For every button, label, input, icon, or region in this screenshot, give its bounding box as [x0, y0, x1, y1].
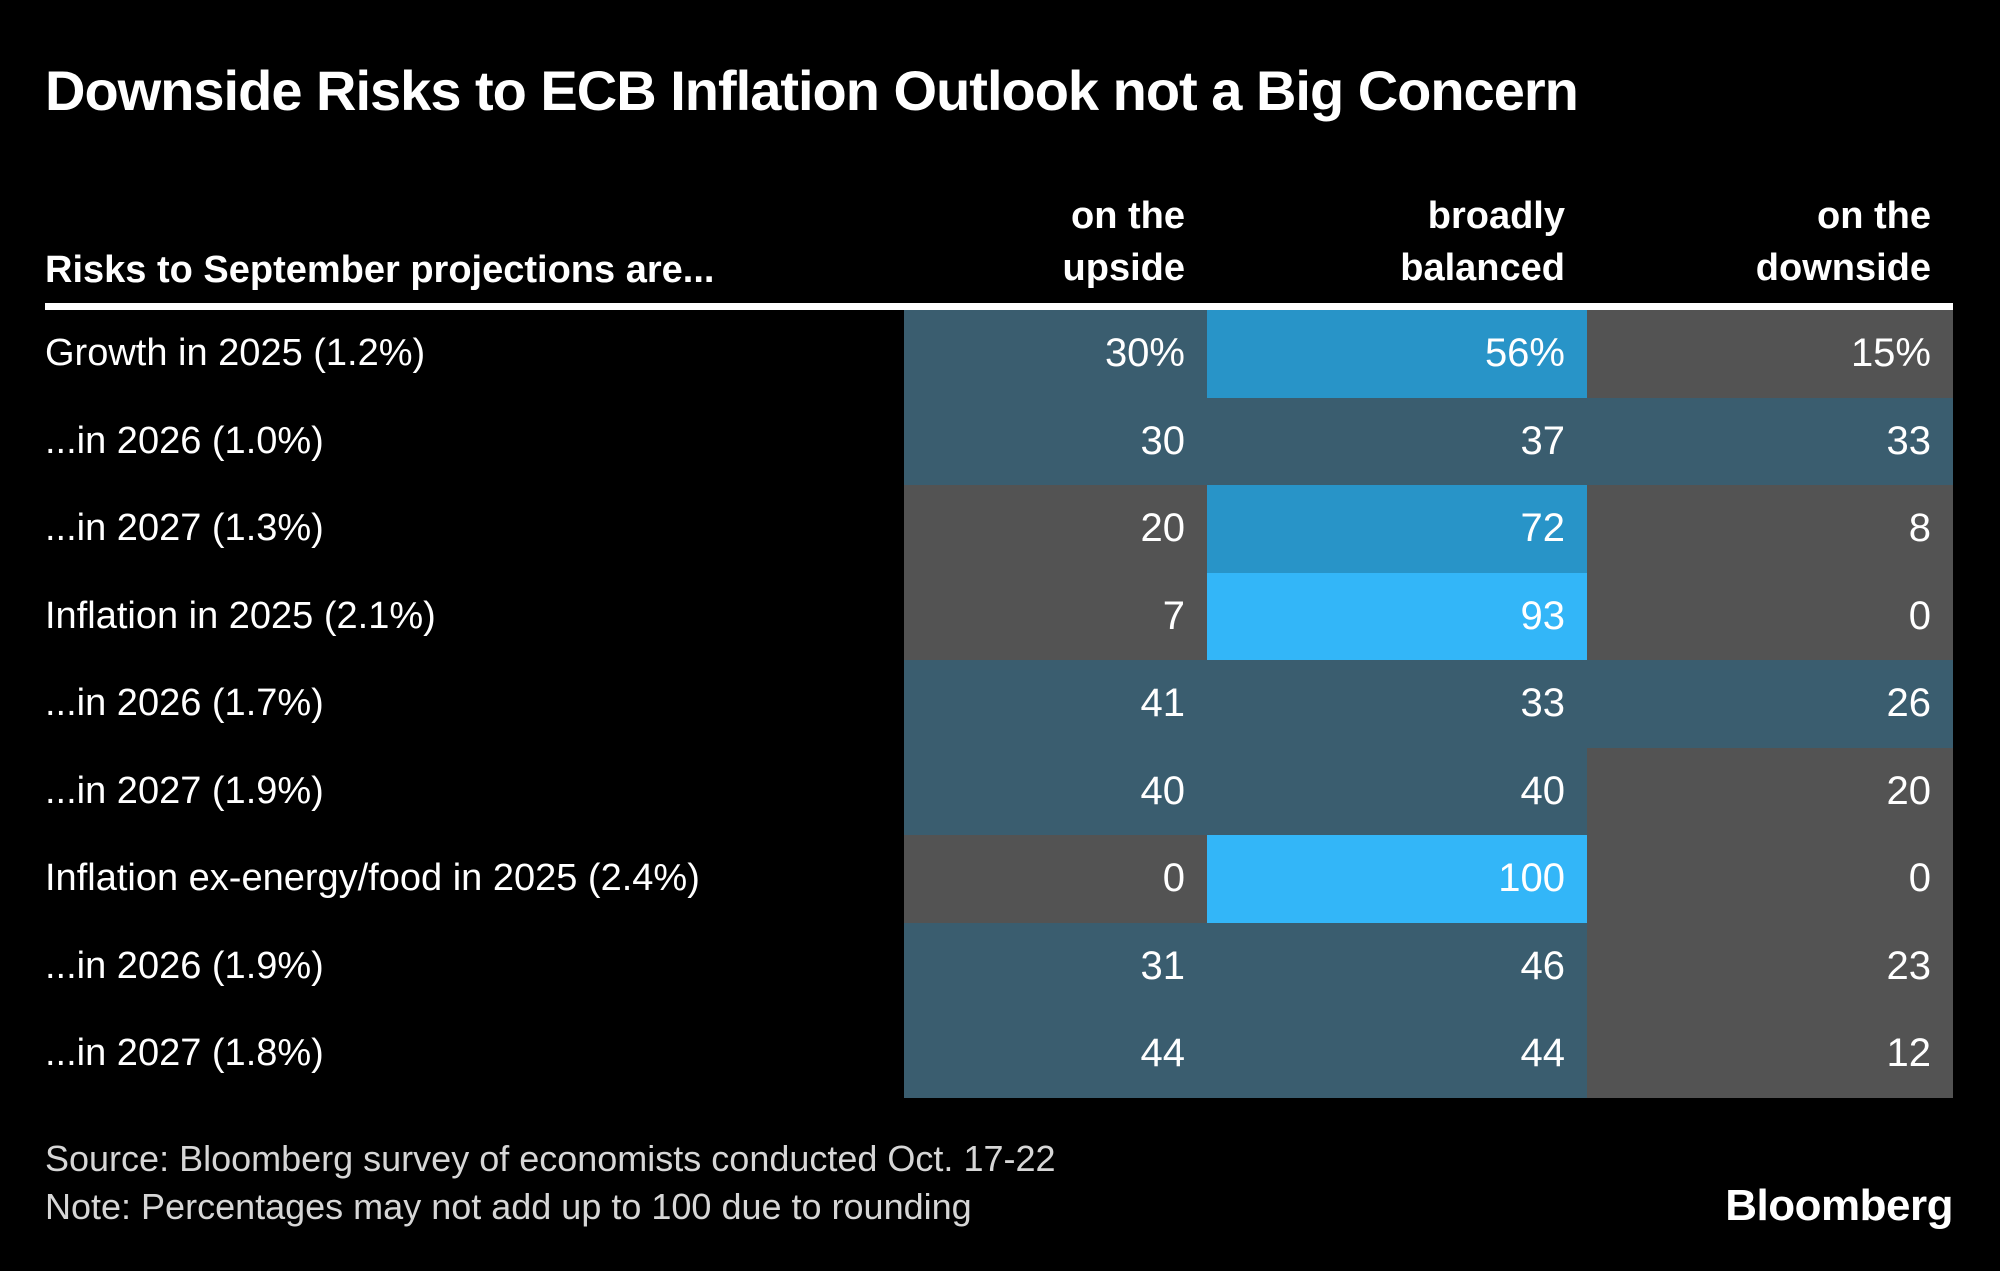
- heatmap-cell: 41: [904, 660, 1207, 748]
- row-label: ...in 2027 (1.9%): [45, 769, 324, 812]
- header-divider-rule: [45, 303, 1953, 310]
- heatmap-cell: 23: [1587, 922, 1953, 1010]
- heatmap-cell: 33: [1587, 397, 1953, 485]
- heatmap-cell: 44: [1207, 1010, 1587, 1098]
- heatmap-cell: 30%: [904, 310, 1207, 398]
- row-label: Inflation in 2025 (2.1%): [45, 594, 436, 637]
- row-label: ...in 2027 (1.3%): [45, 507, 324, 550]
- heatmap-cell: 46: [1207, 922, 1587, 1010]
- column-header-downside-line1: on the: [1817, 195, 1931, 237]
- row-label: Growth in 2025 (1.2%): [45, 332, 426, 375]
- heatmap-cell: 31: [904, 922, 1207, 1010]
- heatmap-cell: 56%: [1207, 310, 1587, 398]
- chart-title: Downside Risks to ECB Inflation Outlook …: [45, 59, 1579, 122]
- source-line: Source: Bloomberg survey of economists c…: [45, 1138, 1056, 1179]
- column-header-upside-line1: on the: [1071, 195, 1185, 237]
- heatmap-cell: 40: [1207, 747, 1587, 835]
- heatmap-cell: 93: [1207, 572, 1587, 660]
- heatmap-cell: 20: [904, 485, 1207, 573]
- column-header-downside: on the downside: [1587, 190, 1953, 296]
- row-label: Inflation ex-energy/food in 2025 (2.4%): [45, 857, 700, 900]
- heatmap-cell: 26: [1587, 660, 1953, 748]
- column-header-balanced-line1: broadly: [1427, 195, 1565, 237]
- column-header-downside-line2: downside: [1755, 247, 1931, 289]
- heatmap-cell: 15%: [1587, 310, 1953, 398]
- row-label: ...in 2026 (1.9%): [45, 944, 324, 987]
- heatmap-cell: 33: [1207, 660, 1587, 748]
- row-label: ...in 2026 (1.7%): [45, 682, 324, 725]
- heatmap-cell: 37: [1207, 397, 1587, 485]
- heatmap-cell: 100: [1207, 835, 1587, 923]
- heatmap-cell: 8: [1587, 485, 1953, 573]
- heatmap-cell: 0: [1587, 835, 1953, 923]
- heatmap-cell: 30: [904, 397, 1207, 485]
- heatmap-cell: 0: [904, 835, 1207, 923]
- footer-notes: Source: Bloomberg survey of economists c…: [45, 1135, 1056, 1231]
- column-header-upside-line2: upside: [1062, 247, 1185, 289]
- row-label: ...in 2026 (1.0%): [45, 419, 324, 462]
- heatmap-cell: 12: [1587, 1010, 1953, 1098]
- column-header-balanced-line2: balanced: [1400, 247, 1565, 289]
- heatmap-cell: 20: [1587, 747, 1953, 835]
- heatmap-table: Growth in 2025 (1.2%) 30% 56% 15% ...in 2026…: [45, 310, 1953, 1098]
- row-header-label: Risks to September projections are...: [45, 249, 715, 291]
- column-header-balanced: broadly balanced: [1207, 190, 1587, 296]
- table-header-row: Risks to September projections are... on…: [45, 150, 1953, 296]
- heatmap-cell: 44: [904, 1010, 1207, 1098]
- column-header-upside: on the upside: [904, 190, 1207, 296]
- row-label: ...in 2027 (1.8%): [45, 1032, 324, 1075]
- heatmap-cell: 72: [1207, 485, 1587, 573]
- note-line: Note: Percentages may not add up to 100 …: [45, 1186, 972, 1227]
- heatmap-cell: 0: [1587, 572, 1953, 660]
- bloomberg-logo: Bloomberg: [1725, 1181, 1953, 1230]
- heatmap-cell: 7: [904, 572, 1207, 660]
- heatmap-cell: 40: [904, 747, 1207, 835]
